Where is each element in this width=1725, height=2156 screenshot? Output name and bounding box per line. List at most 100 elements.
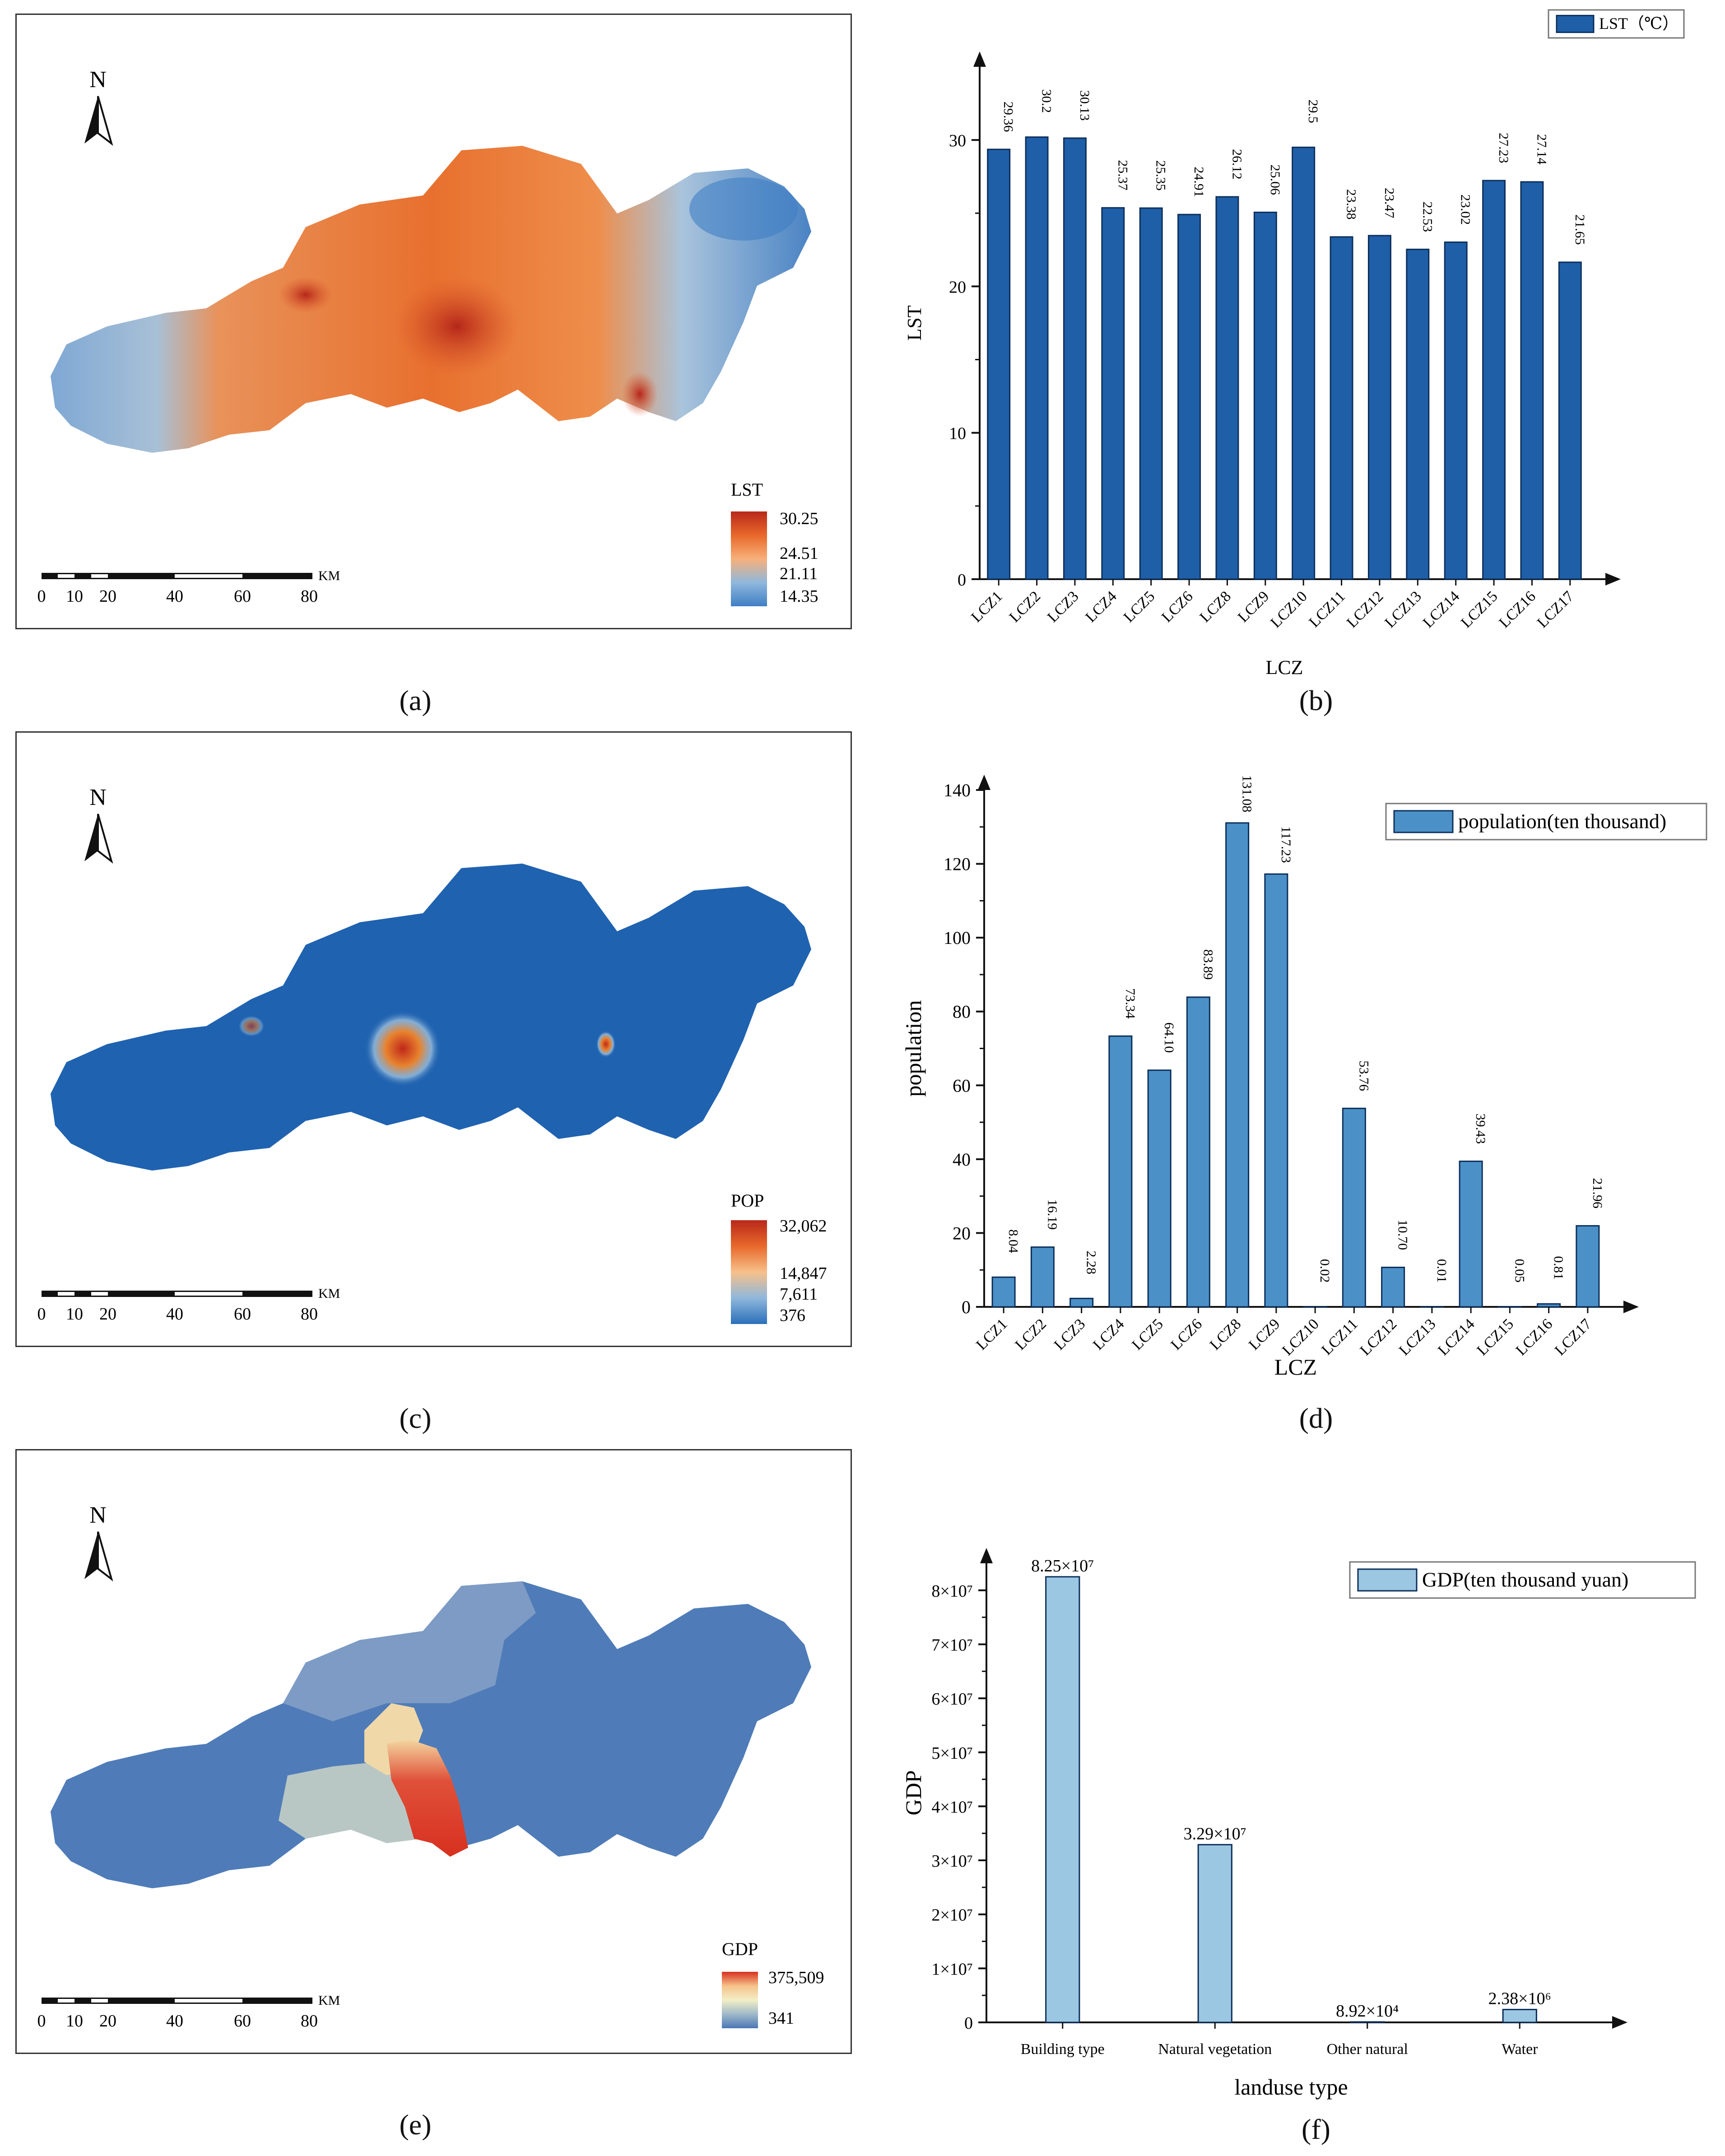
- scale-bar: [42, 573, 312, 579]
- y-tick-label: 7×10⁷: [931, 1636, 973, 1654]
- pop-map: N POP 32,062 14,847 7,611 376 KM 0 10 20…: [37, 785, 827, 1325]
- legend-title: LST: [731, 479, 763, 500]
- data-label: 53.76: [1356, 1060, 1371, 1091]
- y-tick-label: 0: [958, 571, 966, 590]
- x-tick-label: LCZ1: [968, 588, 1006, 626]
- scale-bar: [42, 1291, 312, 1297]
- pop-map-frame: N POP 32,062 14,847 7,611 376 KM 0 10 20…: [15, 731, 852, 1347]
- bar: [1292, 146, 1316, 580]
- data-label: 0.81: [1551, 1256, 1566, 1280]
- north-label: N: [89, 67, 107, 93]
- y-tick-label: 60: [953, 1075, 971, 1096]
- scale-tick: 80: [301, 587, 318, 606]
- legend-entry: LST（℃）: [1599, 14, 1679, 33]
- bar: [1406, 248, 1430, 580]
- data-label: 64.10: [1162, 1022, 1176, 1053]
- gdp-region-shape: [51, 1581, 811, 1888]
- data-label: 2.38×10⁶: [1488, 1989, 1551, 2008]
- north-label: N: [89, 1502, 107, 1528]
- y-tick-label: 30: [949, 131, 966, 150]
- x-tick-label: LCZ5: [1121, 588, 1158, 626]
- caption-b: (b): [1299, 684, 1333, 716]
- scale-tick: 40: [166, 2012, 183, 2031]
- y-tick-label: 20: [949, 278, 966, 297]
- x-tick-label: LCZ3: [1044, 588, 1082, 626]
- bar: [1139, 207, 1163, 580]
- scale-bar: [42, 1998, 312, 2004]
- bar: [1482, 180, 1506, 580]
- bar: [1253, 211, 1277, 580]
- scale-tick: 60: [234, 2012, 251, 2031]
- bar: [1101, 207, 1125, 580]
- x-tick-label: Natural vegetation: [1158, 2041, 1272, 2058]
- x-tick-label: LCZ11: [1306, 588, 1349, 631]
- scale-tick: 60: [234, 1305, 251, 1324]
- pop-hotspot: [596, 1031, 616, 1058]
- x-tick-label: LCZ5: [1129, 1315, 1167, 1353]
- gdp-core: [387, 1739, 468, 1857]
- bar: [1108, 1035, 1133, 1308]
- scale-tick: 20: [99, 587, 116, 606]
- y-axis-arrow-icon: [980, 1548, 993, 1563]
- y-tick-label: 140: [944, 780, 971, 800]
- x-tick-label: LCZ10: [1279, 1315, 1322, 1359]
- legend-color-ramp: [731, 1220, 767, 1324]
- lst-cool-area: [689, 177, 798, 241]
- lst-map-frame: N LST 30.25 24.51 21.11 14.35 KM 0 10 20…: [15, 14, 852, 629]
- y-tick-label: 40: [953, 1149, 971, 1170]
- data-label: 26.12: [1229, 149, 1244, 180]
- y-tick-label: 8×10⁷: [931, 1582, 973, 1601]
- bar: [991, 1276, 1016, 1308]
- scale-tick: 80: [301, 1305, 318, 1324]
- caption-a: (a): [399, 684, 432, 716]
- data-label: 25.06: [1268, 164, 1283, 195]
- y-axis-label: LST: [903, 305, 925, 340]
- x-tick-label: LCZ15: [1474, 1315, 1517, 1359]
- data-label: 8.25×10⁷: [1031, 1557, 1094, 1575]
- legend-swatch: [1393, 810, 1454, 833]
- lst-bar-chart: 0 10 20 30 LCZ1 29.36 LCZ2 30.2 LCZ3 30.13 LCZ4 25.…: [903, 9, 1685, 677]
- scale-tick: 10: [66, 1305, 83, 1324]
- data-label: 23.47: [1382, 188, 1397, 218]
- bar: [1186, 996, 1210, 1308]
- data-label: 2.28: [1084, 1250, 1099, 1274]
- y-tick-label: 80: [953, 1002, 971, 1022]
- x-tick-label: LCZ15: [1458, 588, 1501, 631]
- lst-map: N LST 30.25 24.51 21.11 14.35 KM 0 10 20…: [37, 67, 818, 606]
- bar: [1147, 1069, 1172, 1308]
- legend-value-max: 30.25: [780, 509, 818, 528]
- x-tick-label: LCZ13: [1381, 588, 1425, 631]
- data-label: 0.05: [1512, 1259, 1527, 1283]
- y-tick-label: 6×10⁷: [931, 1690, 973, 1709]
- north-label: N: [89, 785, 107, 810]
- x-tick-label: LCZ9: [1235, 588, 1273, 626]
- lst-hotspot: [622, 372, 658, 417]
- bar: [1045, 1576, 1080, 2023]
- bar: [1197, 1844, 1232, 2023]
- data-label: 3.29×10⁷: [1184, 1824, 1246, 1843]
- legend-ramp-rect: [731, 511, 767, 606]
- data-label: 29.5: [1306, 99, 1320, 123]
- scale-unit: KM: [318, 1286, 340, 1301]
- x-tick-label: LCZ4: [1090, 1315, 1128, 1353]
- data-label: 23.38: [1344, 189, 1359, 220]
- legend-color-ramp: [731, 511, 767, 606]
- population-bar-chart: 0 20 40 60 80 100 120 140 LCZ1 8.04 LCZ2 16.19 LCZ3 2…: [901, 775, 1707, 1380]
- y-tick-label: 4×10⁷: [931, 1798, 973, 1817]
- data-label: 73.34: [1123, 988, 1138, 1019]
- legend-value: 21.11: [780, 564, 818, 583]
- y-tick-label: 100: [944, 928, 971, 948]
- data-label: 21.96: [1590, 1178, 1605, 1208]
- scale-tick: 10: [66, 587, 83, 606]
- data-label: 27.23: [1496, 133, 1511, 163]
- x-axis-label: LCZ: [1265, 656, 1303, 677]
- x-tick-label: LCZ12: [1357, 1315, 1400, 1359]
- x-tick-label: Water: [1502, 2041, 1538, 2058]
- gdp-bar-chart: 0 1×10⁷ 2×10⁷ 3×10⁷ 4×10⁷ 5×10⁷ 6×10⁷ 7×10⁷ 8×10…: [901, 1548, 1696, 2100]
- bar: [1367, 235, 1391, 580]
- legend-ramp-rect: [722, 1972, 758, 2028]
- bar: [1215, 196, 1239, 580]
- caption-d: (d): [1299, 1402, 1333, 1434]
- gdp-map: N GDP 375,509 341 KM 0 10 20 40 60 80: [37, 1502, 824, 2031]
- y-tick-label: 0: [962, 1297, 971, 1317]
